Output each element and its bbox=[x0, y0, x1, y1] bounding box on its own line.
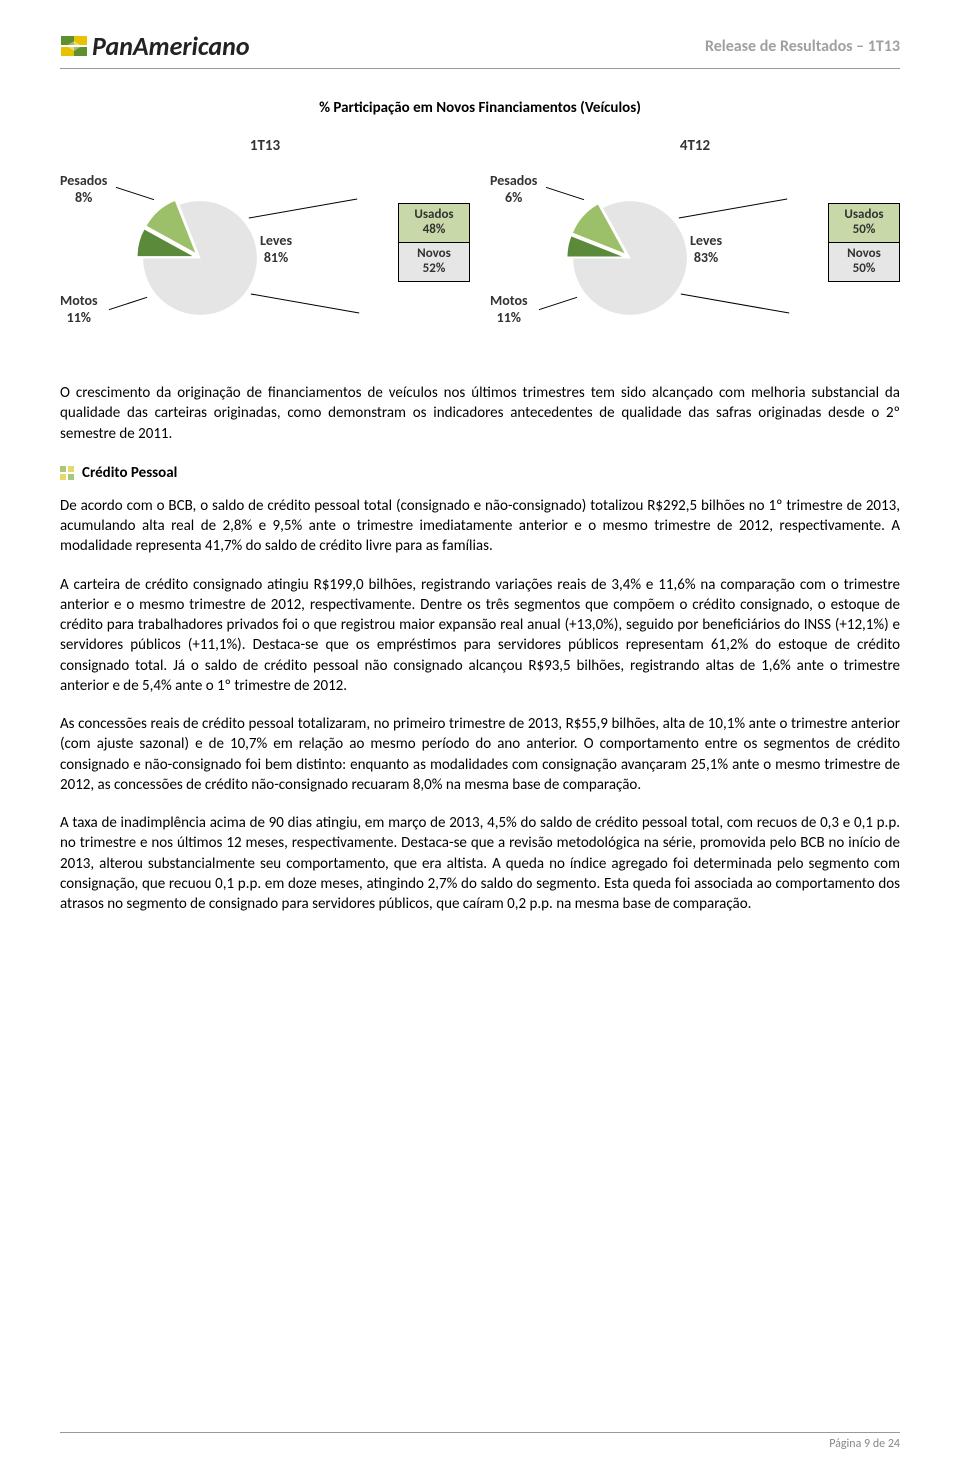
label-motos-right: Motos 11% bbox=[490, 293, 528, 327]
label-text: Motos bbox=[490, 292, 528, 309]
chart-1t13: 1T13 Pesados 8% Motos 11% Leves 81% bbox=[60, 137, 470, 343]
paragraph-2: De acordo com o BCB, o saldo de crédito … bbox=[60, 496, 900, 557]
release-title: Release de Resultados – 1T13 bbox=[705, 37, 900, 56]
label-pesados-left: Pesados 8% bbox=[60, 173, 107, 207]
page: PanAmericano Release de Resultados – 1T1… bbox=[0, 0, 960, 1467]
leader-line bbox=[251, 293, 360, 313]
logo-text: PanAmericano bbox=[92, 30, 250, 62]
side-boxes-right: Usados 50% Novos 50% bbox=[828, 203, 900, 282]
label-pct: 11% bbox=[67, 309, 91, 326]
section-title: % Participação em Novos Financiamentos (… bbox=[60, 99, 900, 117]
label-text: Pesados bbox=[490, 172, 537, 189]
side-box-label: Usados bbox=[844, 207, 883, 222]
label-pct: 83% bbox=[694, 249, 718, 266]
page-number: Página 9 de 24 bbox=[829, 1437, 900, 1451]
chart-4t12: 4T12 Pesados 6% Motos 11% Leves 83% bbox=[490, 137, 900, 343]
side-box-pct: 50% bbox=[853, 261, 876, 276]
label-text: Leves bbox=[690, 232, 722, 249]
side-box-label: Usados bbox=[414, 207, 453, 222]
bullet-icon bbox=[60, 466, 74, 480]
side-box-usados: Usados 50% bbox=[829, 204, 899, 242]
logo-icon bbox=[60, 35, 88, 57]
label-leves-right: Leves 83% bbox=[690, 233, 722, 267]
page-footer: Página 9 de 24 bbox=[60, 1432, 900, 1451]
label-text: Motos bbox=[60, 292, 98, 309]
leader-line bbox=[681, 293, 790, 313]
paragraph-5: A taxa de inadimplência acima de 90 dias… bbox=[60, 813, 900, 914]
paragraph-1: O crescimento da originação de financiam… bbox=[60, 383, 900, 444]
label-pct: 81% bbox=[264, 249, 288, 266]
subheading-credito-pessoal: Crédito Pessoal bbox=[82, 464, 177, 482]
side-box-pct: 50% bbox=[853, 222, 876, 237]
label-pct: 6% bbox=[505, 189, 522, 206]
label-motos-left: Motos 11% bbox=[60, 293, 98, 327]
label-leves-left: Leves 81% bbox=[260, 233, 292, 267]
side-box-label: Novos bbox=[417, 246, 451, 261]
side-box-pct: 52% bbox=[423, 261, 446, 276]
side-boxes-left: Usados 48% Novos 52% bbox=[398, 203, 470, 282]
chart-canvas-left: Pesados 8% Motos 11% Leves 81% bbox=[60, 163, 470, 343]
label-text: Leves bbox=[260, 232, 292, 249]
paragraph-4: As concessões reais de crédito pessoal t… bbox=[60, 714, 900, 795]
pie-chart-right bbox=[565, 193, 695, 323]
label-pesados-right: Pesados 6% bbox=[490, 173, 537, 207]
side-box-label: Novos bbox=[847, 246, 881, 261]
chart-canvas-right: Pesados 6% Motos 11% Leves 83% Usados bbox=[490, 163, 900, 343]
charts-row: 1T13 Pesados 8% Motos 11% Leves 81% bbox=[60, 137, 900, 343]
side-box-novos: Novos 52% bbox=[399, 242, 469, 281]
pie-chart-left bbox=[135, 193, 265, 323]
label-pct: 11% bbox=[497, 309, 521, 326]
side-box-novos: Novos 50% bbox=[829, 242, 899, 281]
side-box-usados: Usados 48% bbox=[399, 204, 469, 242]
subheading-row: Crédito Pessoal bbox=[60, 464, 900, 482]
page-header: PanAmericano Release de Resultados – 1T1… bbox=[60, 30, 900, 69]
leader-line bbox=[679, 198, 788, 218]
label-pct: 8% bbox=[75, 189, 92, 206]
logo: PanAmericano bbox=[60, 30, 250, 62]
side-box-pct: 48% bbox=[423, 222, 446, 237]
chart-period-right: 4T12 bbox=[490, 137, 900, 155]
paragraph-3: A carteira de crédito consignado atingiu… bbox=[60, 575, 900, 697]
chart-period-left: 1T13 bbox=[60, 137, 470, 155]
leader-line bbox=[249, 198, 358, 218]
label-text: Pesados bbox=[60, 172, 107, 189]
